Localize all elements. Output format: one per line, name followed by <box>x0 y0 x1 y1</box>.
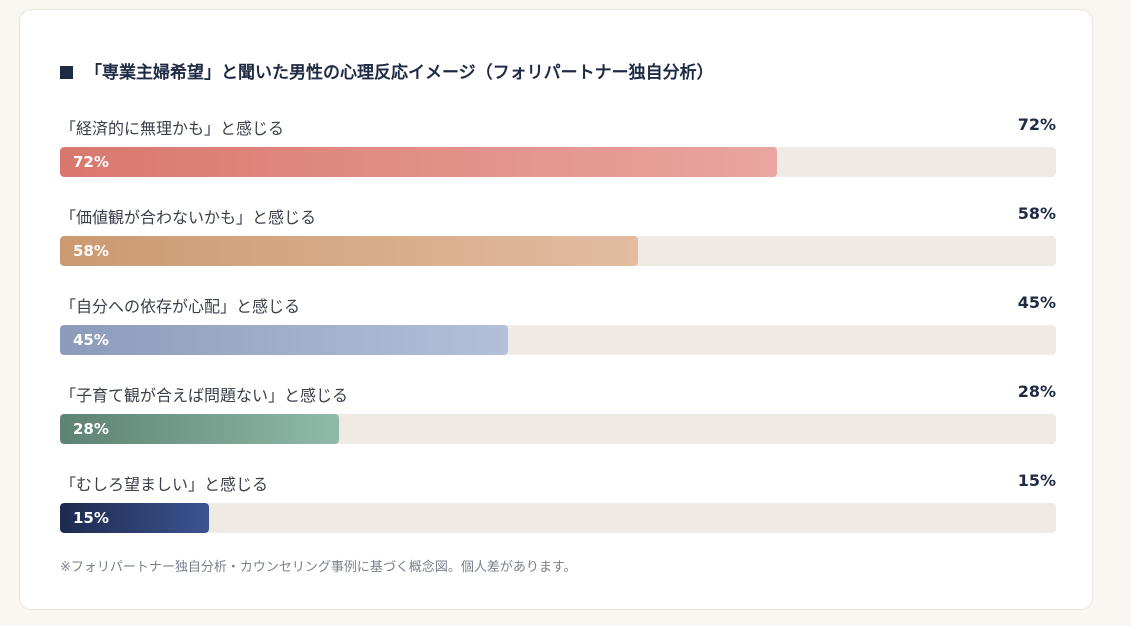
bar-category-label: 「経済的に無理かも」と感じる <box>60 119 285 138</box>
bar-track: 45% <box>60 325 1056 355</box>
chart-card: 「専業主婦希望」と聞いた男性の心理反応イメージ（フォリパートナー独自分析） 「経… <box>19 9 1093 610</box>
bar-fill: 15% <box>60 503 210 533</box>
bar-value-label: 72% <box>1017 115 1056 134</box>
bar-row: 「自分への依存が心配」と感じる 45% 45% <box>60 290 1056 379</box>
bar-value-label: 58% <box>1017 204 1056 223</box>
bar-value-label: 45% <box>1017 293 1056 312</box>
square-bullet-icon <box>60 66 73 79</box>
footnote: ※フォリパートナー独自分析・カウンセリング事例に基づく概念図。個人差があります。 <box>60 560 577 575</box>
bar-fill: 45% <box>60 325 509 355</box>
bar-row: 「価値観が合わないかも」と感じる 58% 58% <box>60 201 1056 290</box>
bar-fill: 28% <box>60 414 339 444</box>
bar-inner-value-label: 58% <box>73 242 109 260</box>
bar-row: 「むしろ望ましい」と感じる 15% 15% <box>60 468 1056 557</box>
bar-track: 28% <box>60 414 1056 444</box>
bar-inner-value-label: 15% <box>73 509 109 527</box>
bar-track: 72% <box>60 147 1056 177</box>
bar-inner-value-label: 28% <box>73 420 109 438</box>
bar-fill: 58% <box>60 236 638 266</box>
bar-inner-value-label: 72% <box>73 153 109 171</box>
bar-fill: 72% <box>60 147 778 177</box>
bar-row: 「経済的に無理かも」と感じる 72% 72% <box>60 112 1056 201</box>
bar-value-label: 28% <box>1017 382 1056 401</box>
bar-value-label: 15% <box>1017 471 1056 490</box>
bar-track: 15% <box>60 503 1056 533</box>
bar-list: 「経済的に無理かも」と感じる 72% 72% 「価値観が合わないかも」と感じる … <box>60 112 1056 557</box>
bar-row: 「子育て観が合えば問題ない」と感じる 28% 28% <box>60 379 1056 468</box>
bar-category-label: 「むしろ望ましい」と感じる <box>60 475 269 494</box>
bar-inner-value-label: 45% <box>73 331 109 349</box>
bar-category-label: 「価値観が合わないかも」と感じる <box>60 208 317 227</box>
chart-title: 「専業主婦希望」と聞いた男性の心理反応イメージ（フォリパートナー独自分析） <box>85 63 714 83</box>
bar-category-label: 「子育て観が合えば問題ない」と感じる <box>60 386 349 405</box>
bar-track: 58% <box>60 236 1056 266</box>
bar-category-label: 「自分への依存が心配」と感じる <box>60 297 301 316</box>
chart-title-heading: 「専業主婦希望」と聞いた男性の心理反応イメージ（フォリパートナー独自分析） <box>60 58 714 83</box>
